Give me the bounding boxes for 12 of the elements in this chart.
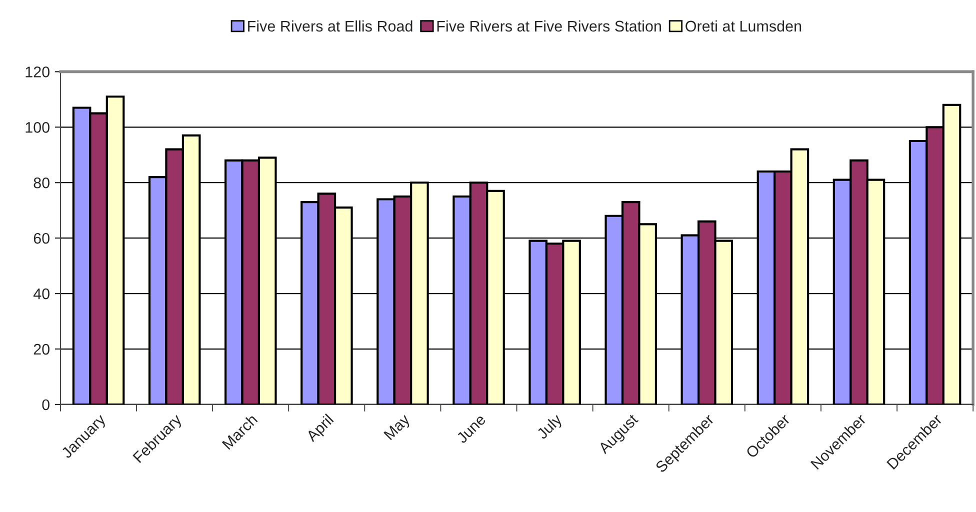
- y-tick-label: 100: [26, 122, 50, 133]
- y-tick-label: 20: [34, 344, 50, 355]
- y-tick-label: 60: [34, 232, 50, 244]
- y-tick-label: 0: [42, 399, 50, 410]
- y-tick-label: 40: [33, 288, 50, 300]
- y-tick-label: 80: [34, 177, 50, 188]
- x-tick-label: July: [536, 412, 565, 442]
- legend-label: Oreti at Lumsden: [686, 20, 802, 32]
- legend-label: Five Rivers at Five Rivers Station: [437, 20, 661, 32]
- y-tick-label: 120: [26, 66, 50, 78]
- x-tick-label: May: [384, 413, 413, 442]
- legend-label: Five Rivers at Ellis Road: [248, 20, 412, 32]
